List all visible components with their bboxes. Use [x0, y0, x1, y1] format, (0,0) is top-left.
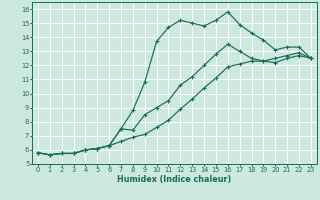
X-axis label: Humidex (Indice chaleur): Humidex (Indice chaleur) — [117, 175, 232, 184]
